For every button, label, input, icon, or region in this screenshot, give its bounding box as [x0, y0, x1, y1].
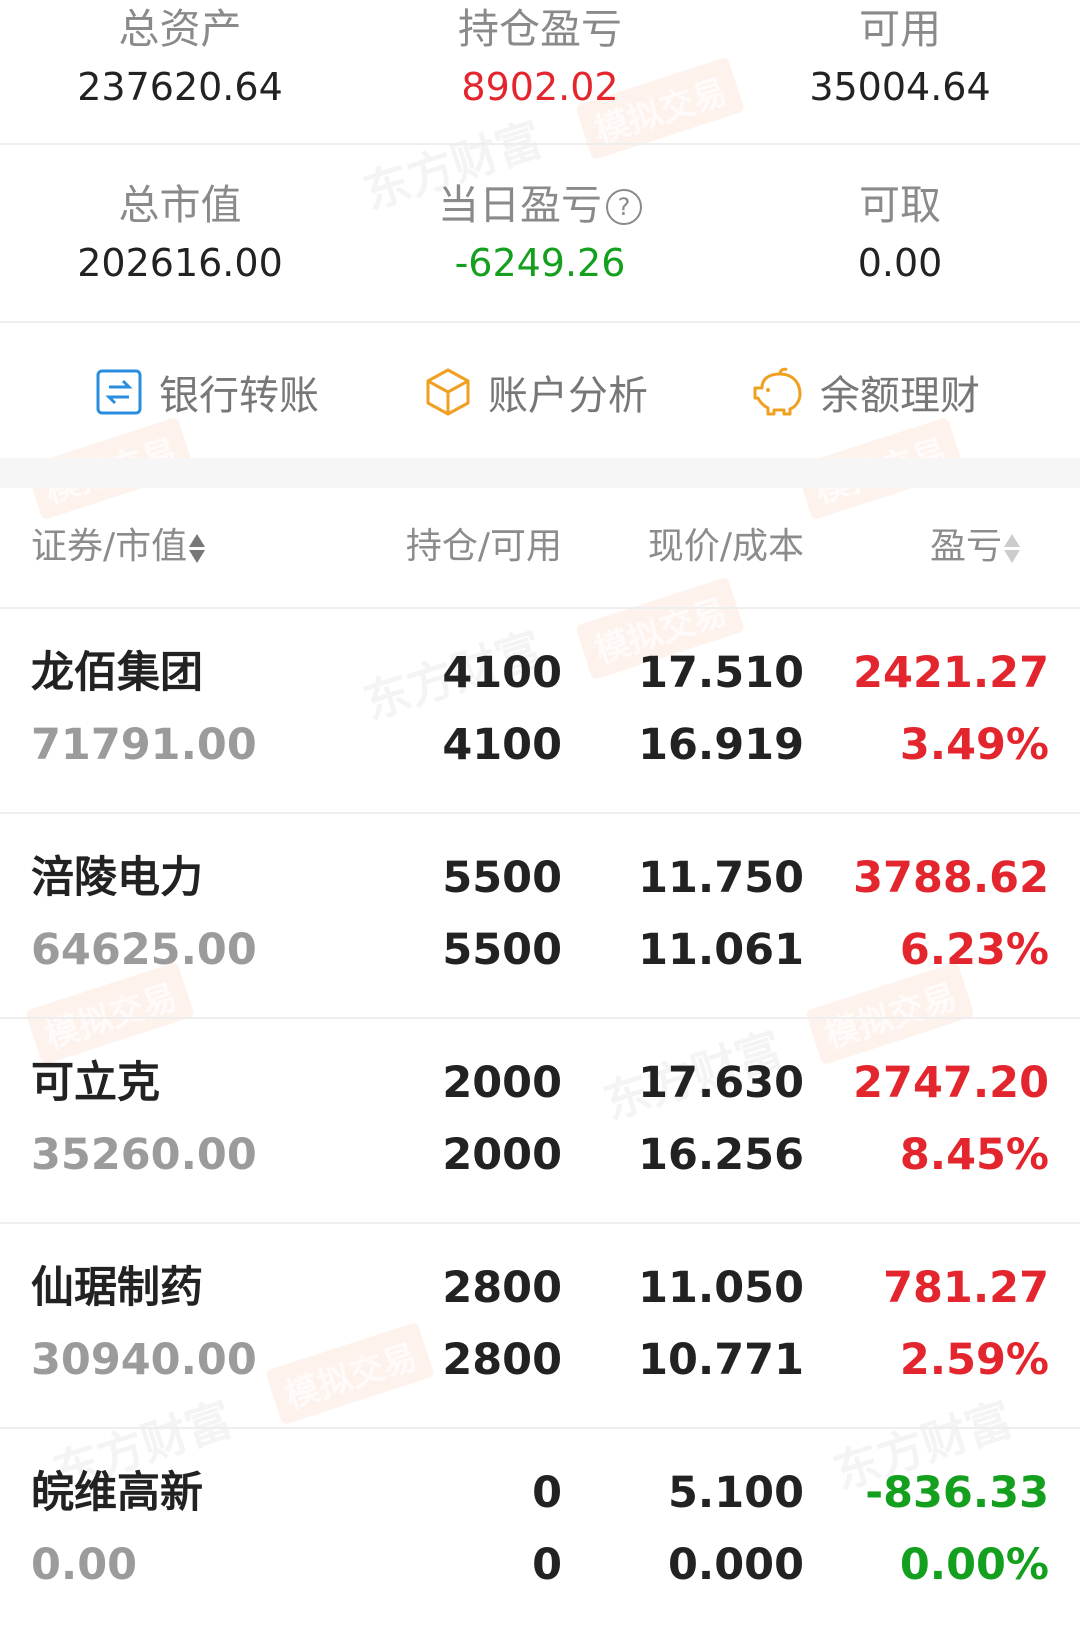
table-row[interactable]: 可立克 35260.00 2000 2000 17.630 16.256 2747.20 8.… — [0, 1019, 1080, 1224]
available: 可用 35004.64 — [720, 4, 1080, 112]
market-value: 35260.00 — [31, 1130, 257, 1180]
cost-price: 16.919 — [638, 720, 804, 770]
cost-price: 16.256 — [638, 1130, 804, 1180]
current-price: 11.750 — [638, 853, 804, 903]
piggy-bank-icon — [753, 367, 802, 416]
bank-transfer-label: 银行转账 — [159, 373, 319, 419]
market-value-label: 总市值 — [118, 181, 242, 229]
position-pnl-label: 持仓盈亏 — [458, 5, 622, 53]
market-value: 0.00 — [31, 1540, 138, 1590]
pnl-percent: 2.59% — [899, 1335, 1049, 1385]
table-row[interactable]: 龙佰集团 71791.00 4100 4100 17.510 16.919 2421.27 3… — [0, 609, 1080, 814]
table-row[interactable]: 涪陵电力 64625.00 5500 5500 11.750 11.061 3788.62 6… — [0, 814, 1080, 1019]
balance-finance-label: 余额理财 — [820, 373, 980, 419]
cost-price: 11.061 — [638, 925, 804, 975]
available-qty: 0 — [532, 1540, 562, 1590]
section-gap — [0, 458, 1080, 488]
position-pnl-value: 8902.02 — [461, 65, 619, 109]
available-qty: 2000 — [442, 1130, 562, 1180]
pnl: 781.27 — [883, 1263, 1049, 1313]
market-value: 30940.00 — [31, 1335, 257, 1385]
header-pnl[interactable]: 盈亏 — [930, 522, 1020, 572]
daily-pnl-label-wrap: 当日盈亏? — [360, 180, 720, 230]
total-assets-label: 总资产 — [118, 5, 242, 53]
pnl-percent: 0.00% — [899, 1540, 1049, 1590]
divider — [0, 143, 1080, 145]
market-value-value: 202616.00 — [77, 241, 283, 285]
table-row[interactable]: 仙琚制药 30940.00 2800 2800 11.050 10.771 781.27 2.… — [0, 1224, 1080, 1429]
stock-name: 皖维高新 — [31, 1468, 203, 1518]
divider — [0, 1017, 1080, 1019]
sort-icon — [189, 533, 206, 563]
divider — [0, 1427, 1080, 1429]
pnl: 2421.27 — [853, 648, 1049, 698]
market-value: 71791.00 — [31, 720, 257, 770]
divider — [0, 607, 1080, 609]
pnl-percent: 3.49% — [899, 720, 1049, 770]
position-pnl: 持仓盈亏 8902.02 — [360, 4, 720, 112]
current-price: 17.630 — [638, 1058, 804, 1108]
stock-name: 龙佰集团 — [31, 648, 203, 698]
holding: 5500 — [442, 853, 562, 903]
total-assets: 总资产 237620.64 — [0, 4, 360, 112]
available-qty: 4100 — [442, 720, 562, 770]
holding: 2800 — [442, 1263, 562, 1313]
available-label: 可用 — [859, 5, 941, 53]
account-analysis-button[interactable]: 账户分析 — [424, 362, 648, 422]
daily-pnl[interactable]: 当日盈亏? -6249.26 — [360, 180, 720, 288]
divider — [0, 812, 1080, 814]
pnl: -836.33 — [865, 1468, 1049, 1518]
holding: 4100 — [442, 648, 562, 698]
pnl: 2747.20 — [853, 1058, 1049, 1108]
bank-transfer-button[interactable]: 银行转账 — [95, 362, 319, 422]
balance-finance-button[interactable]: 余额理财 — [752, 362, 980, 422]
account-analysis-label: 账户分析 — [488, 373, 648, 419]
current-price: 5.100 — [667, 1468, 804, 1518]
header-holding-available: 持仓/可用 — [405, 526, 562, 567]
sort-icon — [1004, 533, 1020, 563]
header-security-market-value[interactable]: 证券/市值 — [31, 522, 206, 572]
market-value: 64625.00 — [31, 925, 257, 975]
divider — [0, 1222, 1080, 1224]
divider — [0, 321, 1080, 323]
daily-pnl-value: -6249.26 — [454, 241, 626, 285]
stock-name: 可立克 — [31, 1058, 160, 1108]
header-price-cost: 现价/成本 — [647, 526, 804, 567]
holding: 0 — [532, 1468, 562, 1518]
header-label: 证券/市值 — [31, 526, 188, 567]
stock-name: 仙琚制药 — [31, 1263, 203, 1313]
current-price: 11.050 — [638, 1263, 804, 1313]
current-price: 17.510 — [638, 648, 804, 698]
available-value: 35004.64 — [809, 65, 991, 109]
pnl-percent: 8.45% — [899, 1130, 1049, 1180]
cost-price: 0.000 — [667, 1540, 804, 1590]
market-value: 总市值 202616.00 — [0, 180, 360, 288]
cost-price: 10.771 — [638, 1335, 804, 1385]
available-qty: 2800 — [442, 1335, 562, 1385]
pnl: 3788.62 — [853, 853, 1049, 903]
available-qty: 5500 — [442, 925, 562, 975]
total-assets-value: 237620.64 — [77, 65, 283, 109]
table-row[interactable]: 皖维高新 0.00 0 0 5.100 0.000 -836.33 0.00% — [0, 1429, 1080, 1634]
cube-icon — [426, 368, 470, 416]
daily-pnl-label: 当日盈亏 — [438, 181, 602, 229]
pnl-percent: 6.23% — [899, 925, 1049, 975]
holding: 2000 — [442, 1058, 562, 1108]
stock-name: 涪陵电力 — [31, 853, 203, 903]
header-label: 盈亏 — [929, 526, 1002, 567]
withdrawable: 可取 0.00 — [720, 180, 1080, 288]
bank-transfer-icon — [96, 369, 142, 415]
withdrawable-label: 可取 — [859, 181, 941, 229]
question-circle-icon[interactable]: ? — [606, 189, 642, 225]
withdrawable-value: 0.00 — [857, 241, 943, 285]
